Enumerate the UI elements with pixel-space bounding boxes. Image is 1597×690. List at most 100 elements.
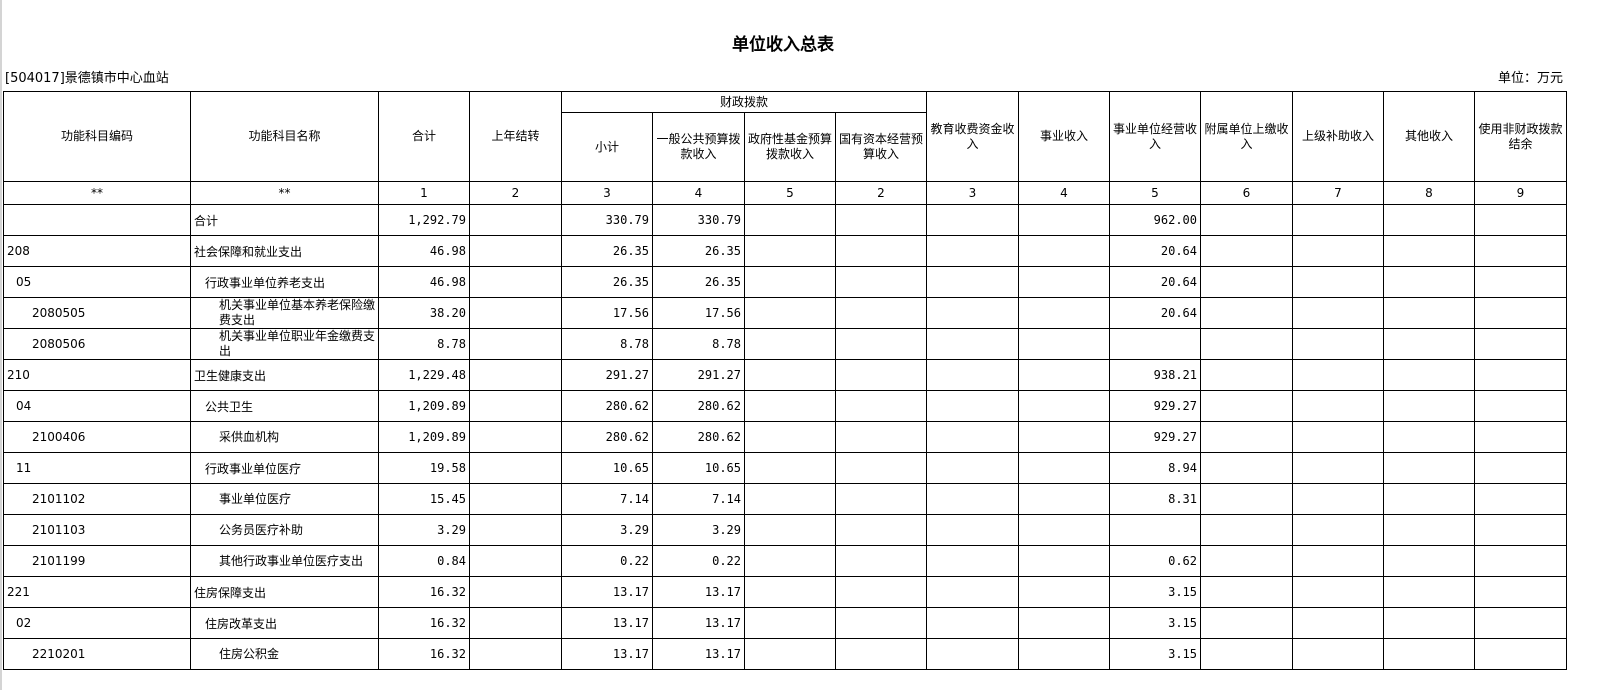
- carry-cell: [469, 235, 562, 267]
- edu-cell: [926, 390, 1019, 422]
- table-row[interactable]: 05 行政事业单位养老支出 46.98 26.35 26.35 20.64: [3, 266, 1567, 298]
- table-row[interactable]: 2080505 机关事业单位基本养老保险缴费支出 38.20 17.56 17.56 20…: [3, 297, 1567, 329]
- subtotal-cell: 26.35: [561, 235, 653, 267]
- table-row[interactable]: 2101103 公务员医疗补助 3.29 3.29 3.29: [3, 514, 1567, 546]
- state-capital-cell: [835, 638, 927, 670]
- other-cell: [1383, 390, 1475, 422]
- state-capital-cell: [835, 545, 927, 577]
- business-cell: [1018, 297, 1110, 329]
- operating-cell: 20.64: [1109, 266, 1201, 298]
- carry-cell: [469, 204, 562, 236]
- superior-cell: [1292, 452, 1384, 484]
- table-row[interactable]: 02 住房改革支出 16.32 13.17 13.17 3.15: [3, 607, 1567, 639]
- code-cell: 210: [3, 359, 191, 391]
- organization-label: [504017]景德镇市中心血站: [5, 71, 169, 86]
- index-cell: **: [3, 181, 191, 205]
- operating-cell: 3.15: [1109, 638, 1201, 670]
- affiliate-cell: [1200, 452, 1293, 484]
- operating-cell: 20.64: [1109, 297, 1201, 329]
- other-cell: [1383, 266, 1475, 298]
- state-capital-cell: [835, 297, 927, 329]
- other-cell: [1383, 514, 1475, 546]
- index-cell: 2: [469, 181, 562, 205]
- index-cell: 2: [835, 181, 927, 205]
- name-cell: 行政事业单位医疗: [190, 452, 379, 484]
- index-cell: 4: [652, 181, 745, 205]
- index-cell: 1: [378, 181, 470, 205]
- edu-cell: [926, 576, 1019, 608]
- general-budget-cell: 26.35: [652, 266, 745, 298]
- code-cell: 02: [3, 607, 191, 639]
- table-row[interactable]: 221 住房保障支出 16.32 13.17 13.17 3.15: [3, 576, 1567, 608]
- business-cell: [1018, 607, 1110, 639]
- table-row[interactable]: 11 行政事业单位医疗 19.58 10.65 10.65 8.94: [3, 452, 1567, 484]
- general-budget-cell: 17.56: [652, 297, 745, 329]
- operating-cell: [1109, 514, 1201, 546]
- edu-cell: [926, 266, 1019, 298]
- name-cell: 其他行政事业单位医疗支出: [190, 545, 379, 577]
- operating-cell: [1109, 328, 1201, 360]
- total-cell: 1,229.48: [378, 359, 470, 391]
- carry-cell: [469, 421, 562, 453]
- index-cell: 3: [926, 181, 1019, 205]
- total-cell: 0.84: [378, 545, 470, 577]
- general-budget-cell: 13.17: [652, 576, 745, 608]
- table-row[interactable]: 2080506 机关事业单位职业年金缴费支出 8.78 8.78 8.78: [3, 328, 1567, 360]
- operating-cell: 938.21: [1109, 359, 1201, 391]
- fund-cell: [744, 514, 836, 546]
- code-cell: 208: [3, 235, 191, 267]
- general-budget-cell: 7.14: [652, 483, 745, 515]
- superior-cell: [1292, 328, 1384, 360]
- page-title: 单位收入总表: [732, 35, 834, 55]
- total-cell: 46.98: [378, 235, 470, 267]
- code-cell: 2080506: [3, 328, 191, 360]
- table-row[interactable]: 2101199 其他行政事业单位医疗支出 0.84 0.22 0.22 0.62: [3, 545, 1567, 577]
- total-cell: 8.78: [378, 328, 470, 360]
- code-cell: 2080505: [3, 297, 191, 329]
- subtotal-cell: 280.62: [561, 421, 653, 453]
- index-cell: 9: [1474, 181, 1567, 205]
- header-total: 合计: [378, 91, 470, 182]
- total-cell: 16.32: [378, 607, 470, 639]
- table-row[interactable]: 208 社会保障和就业支出 46.98 26.35 26.35 20.64: [3, 235, 1567, 267]
- subtotal-cell: 13.17: [561, 607, 653, 639]
- edu-cell: [926, 638, 1019, 670]
- state-capital-cell: [835, 514, 927, 546]
- business-cell: [1018, 328, 1110, 360]
- index-cell: 8: [1383, 181, 1475, 205]
- other-cell: [1383, 483, 1475, 515]
- carry-cell: [469, 638, 562, 670]
- operating-cell: 20.64: [1109, 235, 1201, 267]
- other-cell: [1383, 204, 1475, 236]
- business-cell: [1018, 638, 1110, 670]
- table-row[interactable]: 210 卫生健康支出 1,229.48 291.27 291.27 938.21: [3, 359, 1567, 391]
- header-fiscal: 财政拨款: [561, 90, 927, 114]
- other-cell: [1383, 421, 1475, 453]
- fund-cell: [744, 545, 836, 577]
- table-row[interactable]: 2210201 住房公积金 16.32 13.17 13.17 3.15: [3, 638, 1567, 670]
- superior-cell: [1292, 204, 1384, 236]
- superior-cell: [1292, 483, 1384, 515]
- total-cell: 16.32: [378, 638, 470, 670]
- nonfiscal-cell: [1474, 235, 1567, 267]
- affiliate-cell: [1200, 266, 1293, 298]
- table-row[interactable]: 04 公共卫生 1,209.89 280.62 280.62 929.27: [3, 390, 1567, 422]
- index-cell: 7: [1292, 181, 1384, 205]
- affiliate-cell: [1200, 235, 1293, 267]
- general-budget-cell: 3.29: [652, 514, 745, 546]
- table-row[interactable]: 合计 1,292.79 330.79 330.79 962.00: [3, 204, 1567, 236]
- affiliate-cell: [1200, 328, 1293, 360]
- other-cell: [1383, 576, 1475, 608]
- nonfiscal-cell: [1474, 576, 1567, 608]
- carry-cell: [469, 297, 562, 329]
- index-cell: 5: [744, 181, 836, 205]
- superior-cell: [1292, 545, 1384, 577]
- carry-cell: [469, 514, 562, 546]
- total-cell: 1,209.89: [378, 421, 470, 453]
- other-cell: [1383, 545, 1475, 577]
- code-cell: 11: [3, 452, 191, 484]
- other-cell: [1383, 607, 1475, 639]
- table-row[interactable]: 2100406 采供血机构 1,209.89 280.62 280.62 929.27: [3, 421, 1567, 453]
- table-row[interactable]: 2101102 事业单位医疗 15.45 7.14 7.14 8.31: [3, 483, 1567, 515]
- state-capital-cell: [835, 607, 927, 639]
